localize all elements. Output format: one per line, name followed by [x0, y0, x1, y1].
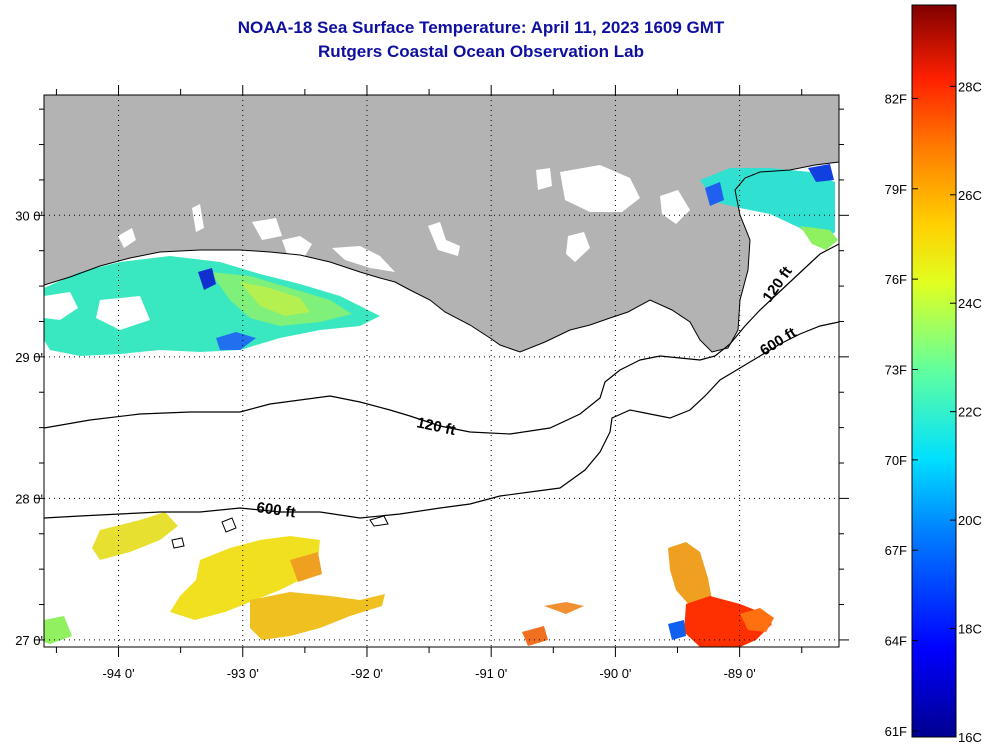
colorbar-fahrenheit-label: 61F: [885, 724, 907, 739]
sst-patch-orange-center: [522, 626, 548, 646]
lake: [252, 218, 282, 240]
contour-island: [221, 517, 237, 533]
sst-patch-gold-sw: [250, 592, 385, 640]
contour-label-600ft: 600 ft: [255, 499, 296, 521]
lat-tick-label: 29 0': [15, 350, 43, 365]
lon-tick-label: -91 0': [475, 666, 507, 681]
colorbar-celsius-label: 28C: [958, 79, 982, 94]
lake: [118, 228, 136, 248]
colorbar-fahrenheit-label: 82F: [885, 91, 907, 106]
lake: [566, 232, 590, 262]
longitude-axis: -94 0' -93 0' -92 0' -91 0' -90 0' -89 0': [55, 85, 803, 681]
lat-tick-label: 30 0': [15, 208, 43, 223]
lake: [192, 204, 204, 232]
colorbar-fahrenheit-label: 70F: [885, 453, 907, 468]
colorbar-celsius-label: 24C: [958, 296, 982, 311]
sst-patch-red-se: [684, 596, 772, 647]
lat-tick-label: 27 0': [15, 633, 43, 648]
colorbar-celsius-labels: 28C 26C 24C 22C 20C 18C 16C: [950, 79, 982, 745]
colorbar-fahrenheit-label: 73F: [885, 362, 907, 377]
sst-patch-orange-sw: [290, 552, 322, 582]
sst-patch-green-sw: [44, 616, 72, 644]
sst-patch-blue-se: [668, 620, 686, 640]
colorbar-celsius-label: 20C: [958, 513, 982, 528]
sst-patch-cyan: [44, 256, 380, 356]
sst-patch-blue-east: [808, 164, 834, 182]
colorbar-fahrenheit-label: 67F: [885, 543, 907, 558]
sst-patch-gold-se: [668, 542, 712, 606]
lake: [282, 236, 312, 256]
colorbar-fahrenheit-labels: 82F 79F 76F 73F 70F 67F 64F 61F: [885, 91, 918, 739]
contour-600ft: [44, 321, 839, 519]
colorbar-fahrenheit-label: 79F: [885, 182, 907, 197]
contour-island: [171, 537, 185, 549]
colorbar-celsius-label: 18C: [958, 622, 982, 637]
lon-tick-label: -92 0': [351, 666, 383, 681]
map-border: [43, 94, 840, 648]
colorbar-celsius-label: 26C: [958, 188, 982, 203]
contour-island: [369, 515, 389, 527]
lake: [660, 190, 690, 224]
lon-tick-label: -89 0': [724, 666, 756, 681]
sst-patch-yellow-sw: [170, 536, 320, 620]
colorbar-fahrenheit-label: 64F: [885, 634, 907, 649]
sst-patch-blue: [216, 332, 256, 350]
chart-subtitle: Rutgers Coastal Ocean Observation Lab: [318, 42, 644, 61]
land-mass: [44, 95, 839, 352]
lake: [332, 246, 395, 272]
sst-patch-orange-center: [544, 602, 584, 614]
colorbar: [911, 4, 957, 738]
contour-120ft: [44, 243, 839, 435]
sst-patch-orange-se: [740, 608, 774, 632]
lake: [560, 165, 640, 212]
lat-tick-label: 28 0': [15, 491, 43, 506]
lake: [536, 168, 552, 190]
sst-patch-blue: [198, 268, 216, 290]
chart-title: NOAA-18 Sea Surface Temperature: April 1…: [237, 18, 725, 37]
lon-tick-label: -94 0': [102, 666, 134, 681]
lake: [752, 226, 762, 246]
lon-tick-label: -93 0': [227, 666, 259, 681]
sst-patch-blue-east: [705, 182, 724, 206]
sst-patch-cloud: [96, 296, 150, 330]
colorbar-fahrenheit-label: 76F: [885, 272, 907, 287]
colorbar-celsius-label: 22C: [958, 405, 982, 420]
lon-tick-label: -90 0': [599, 666, 631, 681]
gridlines: [44, 95, 839, 647]
sst-patch-green-east: [800, 226, 838, 250]
lake: [428, 222, 460, 256]
sst-patch-yellow-sw: [92, 512, 178, 560]
coastline: [44, 161, 839, 353]
sst-patch-cyan-east: [700, 168, 835, 244]
colorbar-celsius-label: 16C: [958, 730, 982, 745]
sst-patch-yellowgreen: [240, 282, 310, 316]
latitude-axis: 27 0' 28 0' 29 0' 30 0': [15, 108, 849, 648]
sst-patch-cloud: [44, 292, 78, 320]
